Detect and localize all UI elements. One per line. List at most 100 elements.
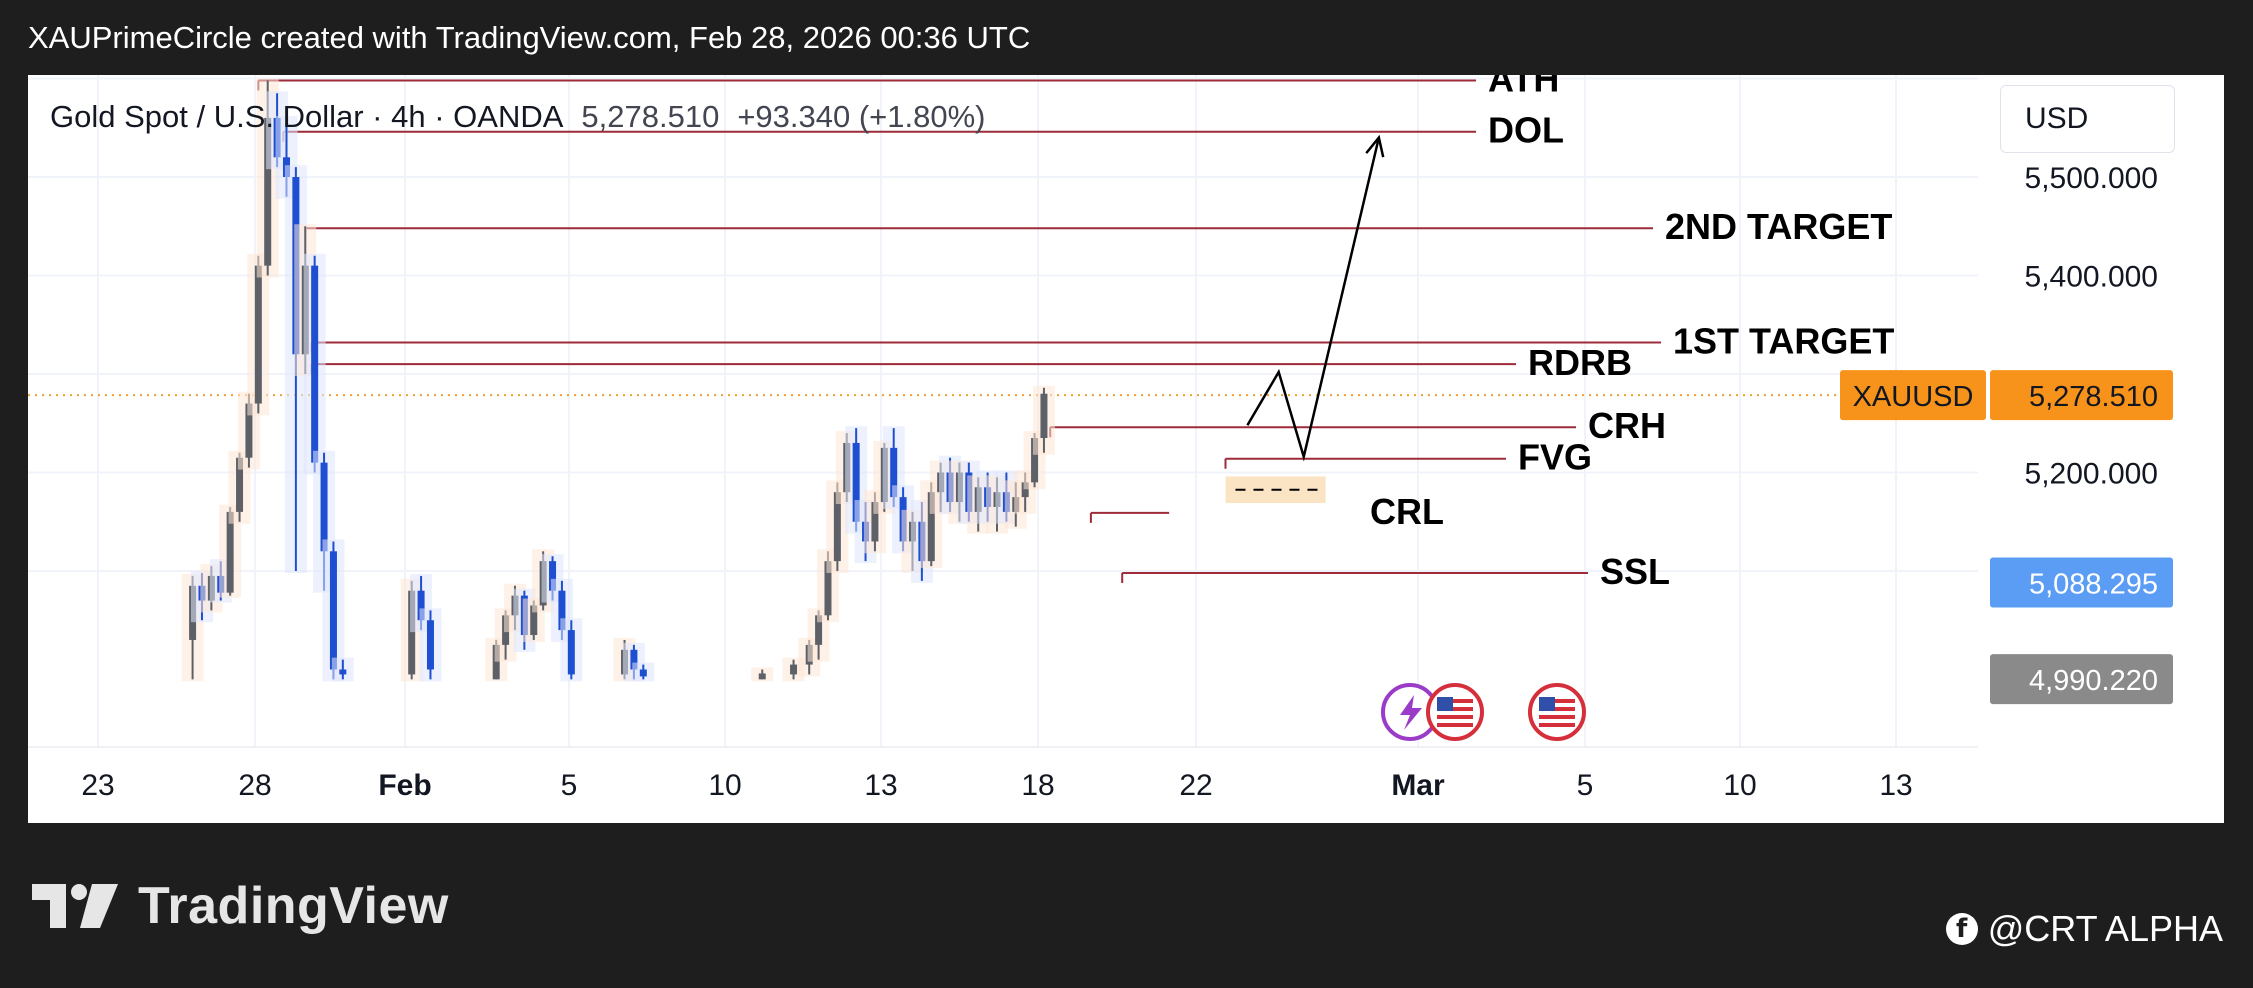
candle-body <box>639 669 647 677</box>
candle[interactable] <box>419 608 442 682</box>
candle-body <box>408 590 416 675</box>
candle-body <box>558 590 566 631</box>
candle[interactable] <box>247 253 270 416</box>
candle-body <box>417 590 425 621</box>
candle-body <box>549 561 557 591</box>
header-change: +93.340 (+1.80%) <box>737 99 986 134</box>
symbol-title[interactable]: Gold Spot / U.S. Dollar · 4h · OANDA <box>50 99 564 134</box>
candle-body <box>311 265 319 463</box>
candle[interactable] <box>751 667 774 682</box>
author-credit[interactable]: f @CRT ALPHA <box>1945 908 2223 950</box>
level-label-rdrb: RDRB <box>1528 342 1632 383</box>
price-badge-bg <box>1990 557 2173 608</box>
candle-body <box>264 117 272 266</box>
candle-body <box>339 669 347 675</box>
candle-body <box>1021 482 1029 498</box>
level-label-ssl: SSL <box>1600 551 1670 592</box>
axes: 5,500.000 5,400.000 5,200.000 23 28 Feb 5 10 13 1… <box>28 162 2158 802</box>
candles <box>181 78 1055 682</box>
x-tick-label: 10 <box>708 769 741 802</box>
x-tick-label: 18 <box>1021 769 1054 802</box>
level-label-2nd-target: 2ND TARGET <box>1665 206 1892 247</box>
level-label-crh: CRH <box>1588 405 1666 446</box>
x-tick-label: Feb <box>378 769 431 802</box>
price-badge: 5,088.295 <box>1990 557 2173 608</box>
candle-body <box>320 462 328 552</box>
symbol-badge-label: XAUUSD <box>1853 381 1974 413</box>
x-tick-label: 23 <box>81 769 114 802</box>
y-tick-label: 5,200.000 <box>2025 458 2158 491</box>
x-tick-label: 13 <box>864 769 897 802</box>
price-badge-value: 4,990.220 <box>2029 665 2158 697</box>
price-badge-bg <box>1990 370 2173 421</box>
symbol-header: Gold Spot / U.S. Dollar · 4h · OANDA 5,2… <box>50 99 986 135</box>
projection-arrowhead <box>1365 134 1385 158</box>
chart-panel[interactable]: 5,500.000 5,400.000 5,200.000 23 28 Feb 5 10 13 1… <box>28 75 2224 823</box>
tradingview-mark-icon <box>32 884 118 928</box>
candle-body <box>927 492 935 562</box>
candle[interactable] <box>632 662 655 682</box>
candle[interactable] <box>331 657 354 682</box>
candle[interactable] <box>303 253 326 475</box>
symbol-badge-bg <box>1840 370 1986 421</box>
price-badges: XAUUSD 5,278.510 5,088.295 4,990.220 <box>1840 370 2173 705</box>
x-tick-label: 5 <box>561 769 578 802</box>
candle[interactable] <box>322 539 345 682</box>
candle-body <box>890 447 898 498</box>
event-icons <box>1381 683 1586 741</box>
level-label-dol: DOL <box>1488 110 1564 151</box>
x-tick-label: 13 <box>1879 769 1912 802</box>
candle-body <box>824 561 832 616</box>
candle-body <box>530 605 538 636</box>
candle-body <box>567 630 575 675</box>
currency-selector[interactable]: USD <box>2000 85 2175 153</box>
y-tick-label: 5,400.000 <box>2025 261 2158 294</box>
chart-caption: XAUPrimeCircle created with TradingView.… <box>28 20 1031 55</box>
candle-body <box>833 492 841 562</box>
level-label-1st-target: 1ST TARGET <box>1673 320 1894 361</box>
candle-body <box>245 403 253 458</box>
x-tick-label: 22 <box>1179 769 1212 802</box>
price-badge: 4,990.220 <box>1990 654 2173 705</box>
projection-layer <box>1246 134 1385 462</box>
candle-body <box>492 644 500 680</box>
price-badge-value: 5,088.295 <box>2029 569 2158 601</box>
candle-body <box>254 265 262 404</box>
candle-body <box>426 620 434 670</box>
candle-body <box>630 649 638 670</box>
currency-label: USD <box>2025 102 2089 135</box>
candle[interactable] <box>1032 385 1055 455</box>
candle-body <box>226 511 234 593</box>
us-flag-event-icon-2[interactable] <box>1528 683 1586 741</box>
us-flag-event-icon[interactable] <box>1426 683 1484 741</box>
candle-body <box>236 457 244 512</box>
x-tick-label: 28 <box>238 769 271 802</box>
candle-body <box>852 442 860 522</box>
header-price: 5,278.510 <box>581 99 720 134</box>
candle-body <box>790 664 798 675</box>
fvg-zone-layer <box>1225 476 1326 504</box>
x-tick-label: Mar <box>1391 769 1445 802</box>
candle-body <box>1040 393 1048 439</box>
y-tick-label: 5,500.000 <box>2025 162 2158 195</box>
price-badge: XAUUSD 5,278.510 <box>1840 370 2173 421</box>
candle-body <box>871 502 879 542</box>
candle-body <box>815 615 823 645</box>
tradingview-logo[interactable]: TradingView <box>32 876 449 936</box>
price-chart[interactable]: 5,500.000 5,400.000 5,200.000 23 28 Feb 5 10 13 1… <box>28 75 2224 823</box>
level-label-ath: ATH <box>1488 75 1559 99</box>
x-tick-label: 10 <box>1723 769 1756 802</box>
candle[interactable] <box>560 618 583 682</box>
price-badge-bg <box>1990 654 2173 705</box>
candle-body <box>329 551 337 670</box>
level-label-crl: CRL <box>1370 491 1444 532</box>
facebook-icon: f <box>1945 913 1978 945</box>
credit-text: @CRT ALPHA <box>1987 908 2223 949</box>
candle-body <box>758 673 766 680</box>
x-tick-label: 5 <box>1577 769 1594 802</box>
price-badge-value: 5,278.510 <box>2029 381 2158 413</box>
level-label-fvg: FVG <box>1518 437 1592 478</box>
projection-path <box>1246 137 1381 462</box>
candle-body <box>1031 438 1039 483</box>
